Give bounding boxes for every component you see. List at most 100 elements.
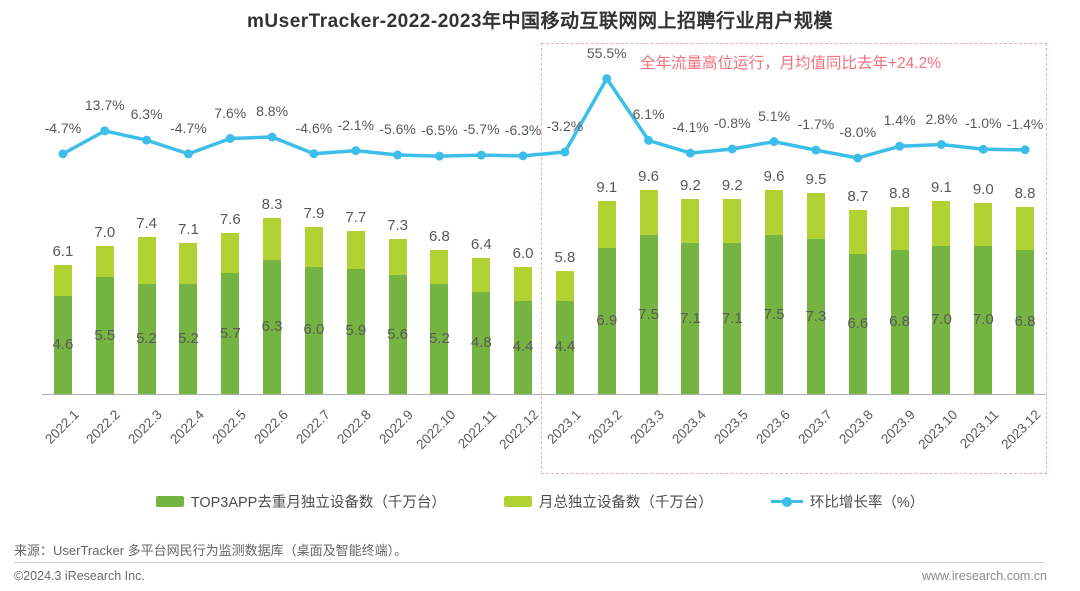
bar-top3-label: 6.3 (261, 318, 283, 336)
growth-point (476, 150, 486, 160)
bar-total-label: 9.2 (721, 176, 743, 194)
growth-rate-label: -8.0% (839, 124, 877, 140)
bar-total-label: 9.2 (679, 176, 701, 194)
top3-devices-segment (639, 234, 658, 394)
stacked-bar-2022.12 (514, 266, 533, 394)
growth-rate-label: 13.7% (84, 96, 125, 113)
bar-top3-label: 4.4 (554, 338, 576, 356)
total-devices-segment (95, 245, 114, 278)
growth-point (936, 140, 946, 149)
total-devices-segment (304, 226, 323, 267)
bar-top3-label: 5.2 (177, 329, 199, 347)
growth-rate-label: 1.4% (883, 112, 916, 129)
bar-total-label: 5.8 (554, 249, 576, 267)
top3-devices-segment (890, 249, 909, 394)
total-devices-segment (388, 239, 407, 276)
legend-item-top3: TOP3APP去重月独立设备数（千万台） (155, 491, 446, 512)
total-devices-segment (974, 203, 993, 246)
stacked-bar-2022.4 (179, 243, 198, 394)
top3-devices-segment (304, 266, 323, 394)
stacked-bar-2022.10 (430, 249, 449, 394)
growth-rate-label: -6.3% (504, 121, 542, 138)
growth-point (434, 151, 444, 161)
stacked-bar-2023.6 (765, 190, 784, 394)
total-devices-segment (597, 201, 616, 248)
growth-point (1020, 145, 1030, 155)
stacked-bar-2022.11 (472, 258, 491, 394)
growth-rate-label: -4.1% (672, 119, 709, 136)
growth-rate-label: 6.3% (130, 106, 163, 123)
growth-point (351, 146, 361, 156)
growth-rate-label: -2.1% (337, 116, 375, 133)
top3-devices-segment (765, 234, 784, 394)
bar-total-label: 9.6 (763, 168, 785, 186)
growth-point (644, 135, 654, 145)
bar-top3-label: 4.4 (512, 338, 534, 356)
growth-rate-label: -5.6% (379, 121, 416, 137)
growth-rate-label: 55.5% (586, 44, 627, 61)
bar-total-label: 8.8 (1014, 185, 1036, 203)
bar-top3-label: 5.6 (387, 325, 408, 343)
bar-total-label: 8.8 (889, 185, 910, 203)
stacked-bar-2023.3 (639, 190, 658, 394)
bar-total-label: 8.7 (847, 187, 869, 205)
growth-point (978, 144, 988, 154)
top3-devices-segment (974, 245, 993, 394)
top3-devices-segment (263, 260, 282, 394)
legend-label-top3: TOP3APP去重月独立设备数（千万台） (190, 495, 446, 511)
x-axis-label-2023.5: 2023.5 (711, 407, 751, 447)
growth-point (811, 145, 821, 155)
total-devices-segment (53, 264, 72, 297)
top3-devices-segment (179, 283, 198, 394)
bar-top3-label: 5.5 (94, 326, 116, 344)
bar-top3-label: 7.0 (972, 310, 994, 328)
x-axis-label-2022.12: 2022.12 (496, 407, 542, 453)
stacked-bar-2023.7 (806, 192, 825, 394)
bar-total-label: 6.1 (52, 242, 74, 260)
copyright-text: ©2024.3 iResearch Inc. (14, 569, 145, 583)
top3-devices-segment (430, 283, 449, 394)
total-devices-segment (137, 237, 156, 284)
bar-top3-label: 6.9 (596, 311, 618, 329)
x-axis-label-2023.11: 2023.11 (957, 407, 1002, 452)
bar-total-label: 7.6 (219, 210, 241, 228)
legend-label-total: 月总独立设备数（千万台） (538, 495, 713, 511)
growth-rate-label: -6.5% (421, 122, 458, 139)
bar-top3-label: 7.1 (679, 309, 701, 327)
top3-devices-segment (555, 300, 574, 394)
total-devices-segment (639, 190, 658, 235)
bar-total-label: 9.6 (638, 168, 659, 186)
bar-top3-label: 5.2 (136, 329, 157, 347)
x-axis-label-2022.9: 2022.9 (376, 407, 417, 447)
legend-item-total: 月总独立设备数（千万台） (503, 491, 713, 512)
bar-total-label: 9.1 (930, 179, 952, 197)
x-axis-label-2022.10: 2022.10 (412, 407, 459, 453)
bar-total-label: 7.0 (94, 223, 116, 241)
legend-item-growth: 环比增长率（%） (770, 491, 925, 512)
top3-devices-segment (53, 296, 72, 394)
x-axis-label-2023.3: 2023.3 (627, 407, 668, 447)
bar-total-label: 7.3 (387, 217, 408, 235)
bar-top3-label: 7.5 (763, 305, 785, 323)
x-axis-line (42, 394, 1046, 395)
top3-devices-segment (806, 239, 825, 394)
top3-devices-segment (472, 292, 491, 394)
bar-top3-label: 6.8 (889, 312, 910, 330)
line-dot-icon (781, 496, 792, 507)
bar-total-label: 7.4 (136, 215, 157, 233)
total-devices-segment (848, 209, 867, 255)
annotation-text: 全年流量高位运行，月均值同比去年+24.2% (640, 55, 942, 72)
x-axis-label-2023.8: 2023.8 (836, 407, 877, 447)
stacked-bar-2022.1 (53, 264, 72, 394)
bar-top3-label: 6.6 (847, 315, 869, 333)
total-devices-segment (890, 207, 909, 250)
growth-point (685, 148, 695, 158)
growth-rate-label: 6.1% (632, 106, 665, 123)
footer-divider (14, 562, 1044, 563)
bar-total-label: 8.3 (261, 196, 283, 214)
legend-label-growth: 环比增长率（%） (809, 495, 925, 511)
stacked-bar-2023.11 (974, 203, 993, 394)
bar-top3-label: 4.6 (52, 336, 74, 354)
stacked-bar-2022.3 (137, 237, 156, 394)
stacked-bar-2022.5 (221, 232, 240, 394)
